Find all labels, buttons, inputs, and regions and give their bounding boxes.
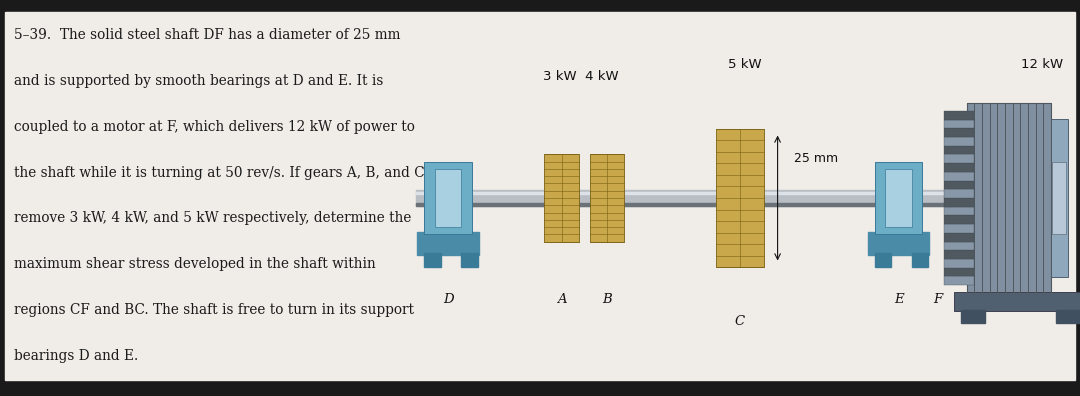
Bar <box>950 119 961 277</box>
Text: C: C <box>734 315 745 328</box>
Bar <box>944 224 974 233</box>
Bar <box>886 169 912 227</box>
Bar <box>944 120 974 128</box>
Bar <box>944 250 974 259</box>
Bar <box>944 276 974 285</box>
Text: remove 3 kW, 4 kW, and 5 kW respectively, determine the: remove 3 kW, 4 kW, and 5 kW respectively… <box>14 211 411 225</box>
Bar <box>875 253 891 267</box>
Bar <box>944 233 974 242</box>
Bar <box>461 253 477 267</box>
Bar <box>944 172 974 181</box>
Bar <box>1051 119 1068 277</box>
Text: E: E <box>894 293 903 306</box>
Bar <box>967 103 1051 293</box>
Text: maximum shear stress developed in the shaft within: maximum shear stress developed in the sh… <box>14 257 376 271</box>
Bar <box>944 137 974 146</box>
Bar <box>435 169 461 227</box>
Text: B: B <box>602 293 612 306</box>
Text: regions CF and BC. The shaft is free to turn in its support: regions CF and BC. The shaft is free to … <box>14 303 414 317</box>
Bar <box>1052 162 1066 234</box>
Bar <box>416 203 985 206</box>
Text: D: D <box>443 293 454 306</box>
Bar <box>944 146 974 154</box>
Bar <box>944 189 974 198</box>
Bar <box>944 111 974 120</box>
Bar <box>417 232 480 255</box>
Text: coupled to a motor at F, which delivers 12 kW of power to: coupled to a motor at F, which delivers … <box>14 120 415 133</box>
Bar <box>944 181 974 189</box>
Text: 3 kW  4 kW: 3 kW 4 kW <box>543 70 619 83</box>
Text: 25 mm: 25 mm <box>794 152 838 165</box>
Bar <box>912 253 928 267</box>
Bar <box>1056 310 1080 323</box>
Bar <box>875 162 922 234</box>
Text: A: A <box>557 293 566 306</box>
Text: 5 kW: 5 kW <box>728 58 762 71</box>
Bar <box>590 154 624 242</box>
Text: bearings D and E.: bearings D and E. <box>14 349 138 363</box>
Bar <box>944 207 974 215</box>
Bar <box>954 292 1080 311</box>
Text: F: F <box>933 293 942 306</box>
Bar <box>944 198 974 207</box>
Bar <box>944 268 974 276</box>
Bar <box>424 162 472 234</box>
Bar <box>416 192 985 194</box>
Text: the shaft while it is turning at 50 rev/s. If gears A, B, and C: the shaft while it is turning at 50 rev/… <box>14 166 424 179</box>
Bar <box>424 253 441 267</box>
Bar <box>944 215 974 224</box>
Bar <box>716 129 764 267</box>
Bar <box>944 154 974 163</box>
Text: 5–39.  The solid steel shaft DF has a diameter of 25 mm: 5–39. The solid steel shaft DF has a dia… <box>14 28 401 42</box>
Bar <box>416 190 985 206</box>
Bar <box>944 242 974 250</box>
Bar <box>944 163 974 172</box>
Text: and is supported by smooth bearings at D and E. It is: and is supported by smooth bearings at D… <box>14 74 383 88</box>
Bar <box>961 310 985 323</box>
Bar <box>944 128 974 137</box>
Text: 12 kW: 12 kW <box>1021 58 1064 71</box>
Bar <box>944 259 974 268</box>
Bar <box>544 154 579 242</box>
Bar <box>867 232 930 255</box>
